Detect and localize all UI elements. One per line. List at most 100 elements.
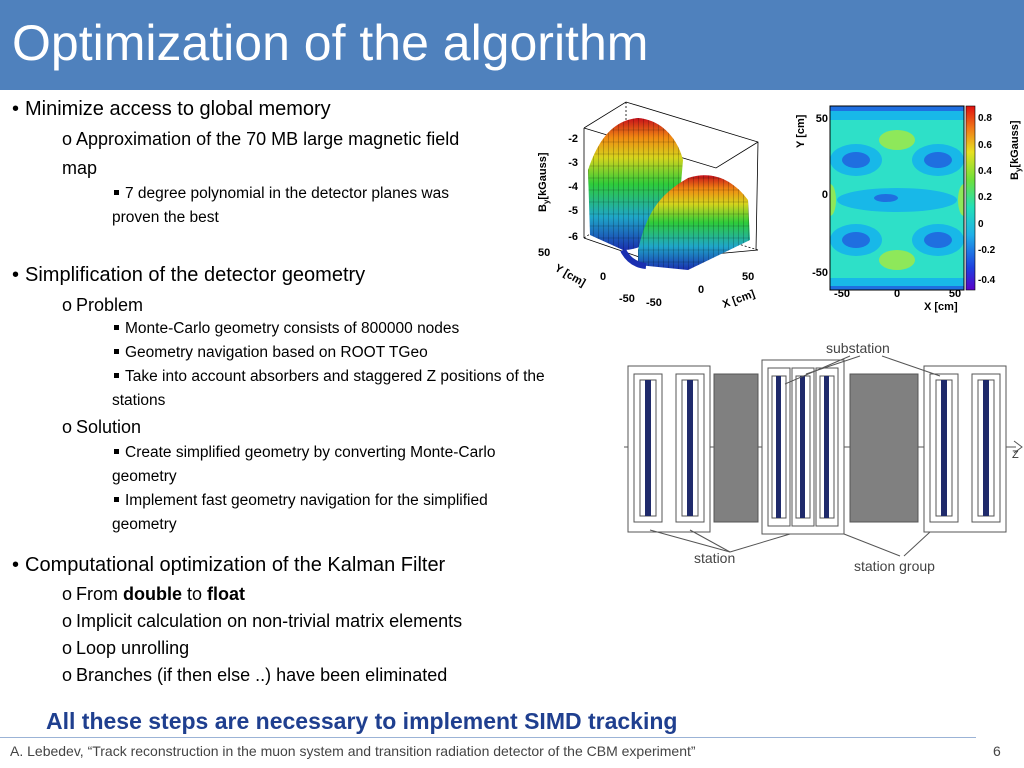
x-axis-label: X [cm] (721, 288, 757, 311)
label-station: station (694, 550, 735, 566)
colorbar-tick: 0.4 (978, 166, 992, 177)
x-tick: 0 (698, 284, 704, 296)
item-polynomial: 7 degree polynomial in the detector plan… (112, 182, 449, 206)
z-tick: -4 (568, 181, 579, 193)
colorbar-label: By[kGauss] (1009, 120, 1023, 180)
sub-bullet-approximation: o Approximation of the 70 MB large magnet… (62, 129, 460, 149)
y-tick: -50 (619, 293, 635, 305)
sub-bullet-text: Approximation of the 70 MB large magneti… (76, 129, 460, 149)
item-root-tgeo: Geometry navigation based on ROOT TGeo (112, 341, 428, 365)
item-text: Take into account absorbers and staggere… (125, 368, 545, 385)
y-tick: 50 (538, 247, 550, 259)
title-bar: Optimization of the algorithm (0, 0, 1024, 90)
item-montecarlo-nodes: Monte-Carlo geometry consists of 800000 … (112, 317, 459, 341)
item-text-cont: stations (112, 392, 166, 409)
item-text: Create simplified geometry by converting… (125, 444, 496, 461)
station-group-2 (761, 359, 845, 535)
heatmap-y-tick: 0 (822, 189, 828, 201)
heatmap-area (830, 106, 964, 290)
y-axis: 50 0 -50 (538, 247, 635, 305)
heatmap-x-tick: 0 (894, 288, 900, 300)
item-text-cont: geometry (112, 468, 177, 485)
bullet-geometry: Simplification of the detector geometry (12, 262, 365, 288)
heatmap-x-tick: 50 (949, 288, 961, 300)
colorbar-ticks: 0.8 0.6 0.4 0.2 0 -0.2 -0.4 (978, 113, 996, 286)
sub-bullet-double-float: o From double to float (62, 584, 246, 604)
item-simplified-geometry: Create simplified geometry by converting… (112, 441, 495, 465)
absorber-1 (713, 373, 759, 523)
bullet-text: Computational optimization of the Kalman… (25, 554, 446, 576)
y-tick: 0 (600, 271, 606, 283)
page-number: 6 (993, 743, 1001, 759)
text-prefix: From (76, 584, 124, 604)
heatmap-x-tick: -50 (834, 288, 850, 300)
item-text: Monte-Carlo geometry consists of 800000 … (125, 320, 460, 337)
item-absorbers: Take into account absorbers and staggere… (112, 365, 545, 389)
colorbar-tick: 0 (978, 219, 984, 230)
colorbar-tick: 0.2 (978, 192, 992, 203)
heatmap-x-ticks: -50 0 50 (834, 288, 961, 300)
sub-bullet-text: Problem (76, 295, 144, 315)
sub-bullet-implicit: o Implicit calculation on non-trivial mat… (62, 611, 463, 631)
heatmap-y-tick: 50 (816, 113, 828, 125)
x-tick: -50 (646, 297, 662, 309)
surface-ridges (588, 118, 750, 270)
slide-title: Optimization of the algorithm (12, 15, 649, 71)
item-fast-navigation-cont: geometry (112, 513, 177, 537)
bullet-text: Minimize access to global memory (25, 98, 331, 120)
item-polynomial-cont: proven the best (112, 206, 219, 230)
text-float: float (207, 584, 246, 604)
absorber-2 (849, 373, 919, 523)
heatmap-y-label: Y [cm] (795, 114, 807, 148)
conclusion-text: All these steps are necessary to impleme… (46, 708, 678, 734)
footer-citation: A. Lebedev, “Track reconstruction in the… (10, 743, 696, 759)
bullet-minimize-memory: Minimize access to global memory (12, 96, 331, 122)
footer-divider (0, 737, 976, 738)
z-tick: -2 (568, 133, 578, 145)
axis-arrow-icon (1013, 440, 1023, 454)
sub-bullet-text: Branches (if then else ..) have been eli… (76, 665, 448, 685)
item-fast-navigation: Implement fast geometry navigation for t… (112, 489, 488, 513)
sub-bullet-problem: o Problem (62, 295, 144, 315)
sub-bullet-text-cont: map (62, 158, 98, 178)
item-text-cont: geometry (112, 516, 177, 533)
z-axis: -2 -3 -4 -5 -6 (568, 133, 579, 243)
sub-bullet-solution: o Solution (62, 417, 142, 437)
sub-bullet-approximation-cont: map (62, 156, 97, 180)
item-text: Geometry navigation based on ROOT TGeo (125, 344, 428, 361)
z-axis-label: By[kGauss] (537, 152, 551, 212)
z-tick: -3 (568, 157, 578, 169)
surface-plot: -2 -3 -4 -5 -6 By[kGauss] 50 0 -50 Y [cm… (537, 101, 759, 311)
item-text: 7 degree polynomial in the detector plan… (125, 185, 449, 202)
bullet-kalman: Computational optimization of the Kalman… (12, 552, 445, 578)
z-tick: -6 (568, 231, 578, 243)
sub-bullet-text: Implicit calculation on non-trivial matr… (76, 611, 463, 631)
label-station-group: station group (854, 558, 935, 574)
item-text: Implement fast geometry navigation for t… (125, 492, 488, 509)
item-simplified-geometry-cont: geometry (112, 465, 177, 489)
heatmap-y-ticks: 50 0 -50 (812, 113, 828, 279)
item-absorbers-cont: stations (112, 389, 165, 413)
axis-label: Z (1012, 449, 1019, 461)
station-group-3 (923, 365, 1007, 533)
sub-bullet-text: Loop unrolling (76, 638, 190, 658)
station-group-1 (627, 365, 711, 533)
heatmap-y-tick: -50 (812, 267, 828, 279)
x-tick: 50 (742, 271, 754, 283)
sub-bullet-branches: o Branches (if then else ..) have been el… (62, 665, 448, 685)
sub-bullet-loop: o Loop unrolling (62, 638, 190, 658)
item-text-cont: proven the best (112, 209, 219, 226)
y-axis-label: Y [cm] (553, 262, 588, 289)
colorbar-tick: -0.2 (978, 245, 996, 256)
z-tick: -5 (568, 205, 578, 217)
text-mid: to (182, 584, 208, 604)
colorbar-tick: 0.8 (978, 113, 992, 124)
geometry-diagram: Z substation station station (624, 340, 1023, 574)
leader-lines (649, 355, 941, 557)
sub-bullet-text: Solution (76, 417, 142, 437)
colorbar-tick: -0.4 (978, 275, 996, 286)
text-double: double (123, 584, 183, 604)
field-heatmap: Y [cm] 50 0 -50 -50 0 50 X [cm] 0.8 0.6 … (795, 105, 1023, 313)
x-axis: -50 0 50 (646, 271, 754, 309)
heatmap-x-label: X [cm] (924, 301, 958, 313)
